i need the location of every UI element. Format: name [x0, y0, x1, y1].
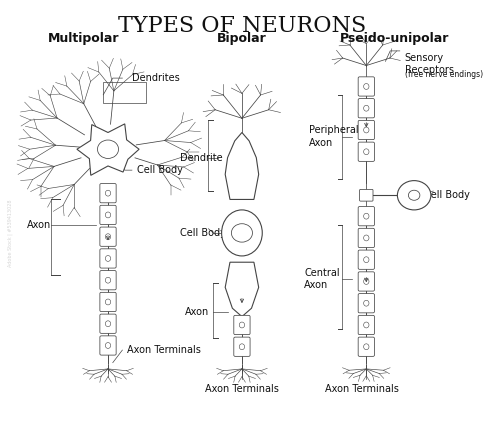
Text: Peripheral
Axon: Peripheral Axon: [309, 126, 358, 148]
Text: Axon Terminals: Axon Terminals: [205, 384, 279, 393]
Text: Central
Axon: Central Axon: [304, 268, 340, 290]
Text: Axon Terminals: Axon Terminals: [127, 345, 201, 355]
FancyBboxPatch shape: [100, 184, 116, 203]
FancyBboxPatch shape: [100, 292, 116, 312]
FancyBboxPatch shape: [360, 190, 373, 201]
FancyBboxPatch shape: [358, 250, 374, 269]
FancyBboxPatch shape: [234, 337, 250, 356]
FancyBboxPatch shape: [100, 336, 116, 355]
FancyBboxPatch shape: [100, 227, 116, 246]
Text: Multipolar: Multipolar: [48, 32, 120, 45]
FancyBboxPatch shape: [358, 99, 374, 118]
Text: Cell Body: Cell Body: [136, 165, 182, 175]
FancyBboxPatch shape: [358, 315, 374, 335]
Text: Pseido-unipolar: Pseido-unipolar: [340, 32, 450, 45]
Text: Bipolar: Bipolar: [217, 32, 267, 45]
Ellipse shape: [222, 210, 262, 256]
FancyBboxPatch shape: [358, 272, 374, 291]
Circle shape: [398, 181, 431, 210]
Text: Cell Body: Cell Body: [180, 228, 226, 238]
FancyBboxPatch shape: [234, 315, 250, 335]
Polygon shape: [77, 124, 139, 176]
FancyBboxPatch shape: [100, 271, 116, 290]
FancyBboxPatch shape: [100, 249, 116, 268]
FancyBboxPatch shape: [358, 120, 374, 139]
FancyBboxPatch shape: [358, 228, 374, 248]
Text: Dendrites: Dendrites: [132, 73, 180, 83]
Text: Axon: Axon: [184, 307, 209, 318]
Text: Dendrite: Dendrite: [180, 153, 222, 162]
Text: Adobe Stock | #539413028: Adobe Stock | #539413028: [7, 199, 12, 267]
Text: Axon: Axon: [26, 220, 51, 229]
Polygon shape: [225, 262, 258, 317]
FancyBboxPatch shape: [100, 205, 116, 225]
FancyBboxPatch shape: [358, 77, 374, 96]
FancyBboxPatch shape: [100, 314, 116, 333]
Text: Cell Body: Cell Body: [424, 190, 470, 200]
FancyBboxPatch shape: [358, 142, 374, 162]
Polygon shape: [225, 132, 258, 199]
FancyBboxPatch shape: [358, 206, 374, 226]
FancyBboxPatch shape: [358, 337, 374, 356]
Text: (free nerve endings): (free nerve endings): [404, 70, 482, 79]
Text: TYPES OF NEURONS: TYPES OF NEURONS: [118, 15, 366, 37]
Text: Axon Terminals: Axon Terminals: [324, 384, 398, 393]
Text: Sensory
Receptors: Sensory Receptors: [404, 53, 454, 75]
FancyBboxPatch shape: [358, 293, 374, 313]
